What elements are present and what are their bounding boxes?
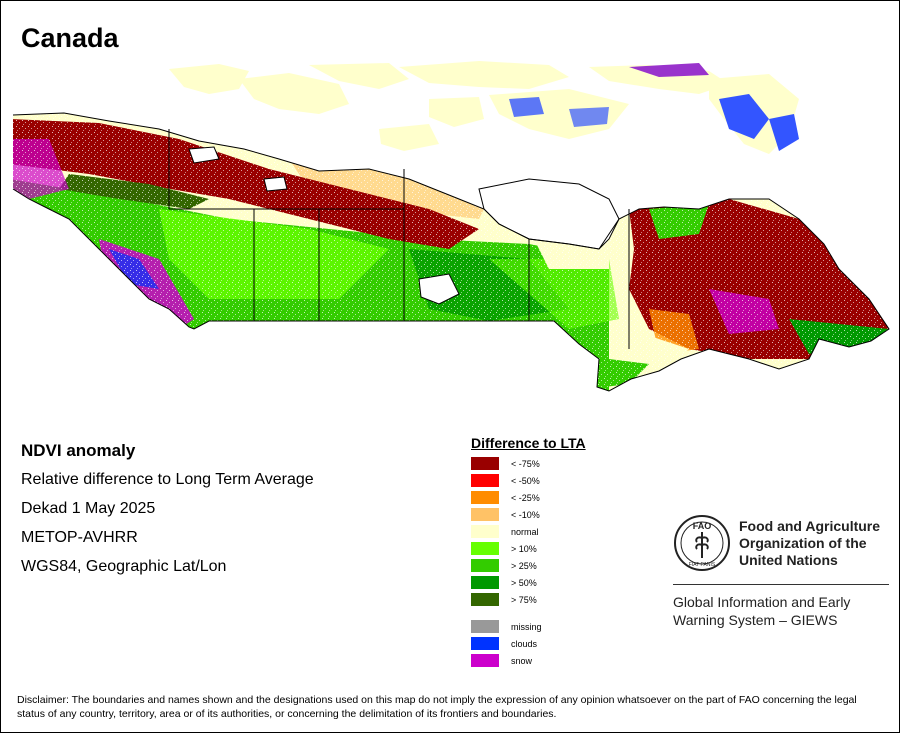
legend-item: < -10%	[471, 506, 586, 523]
giews-line-2: Warning System – GIEWS	[673, 612, 838, 628]
legend-swatch	[471, 491, 499, 504]
svg-text:FAO: FAO	[693, 521, 712, 531]
legend-item: > 10%	[471, 540, 586, 557]
great-lakes	[418, 273, 460, 305]
legend-swatch	[471, 525, 499, 538]
legend-label: missing	[511, 621, 542, 632]
info-line-projection: WGS84, Geographic Lat/Lon	[21, 558, 227, 575]
map-info: NDVI anomaly Relative difference to Long…	[21, 441, 314, 587]
fao-divider	[673, 584, 889, 585]
legend-label: > 75%	[511, 594, 537, 605]
legend-item: > 25%	[471, 557, 586, 574]
legend-swatch	[471, 542, 499, 555]
svg-text:FIAT PANIS: FIAT PANIS	[689, 562, 716, 568]
info-heading: NDVI anomaly	[21, 441, 136, 460]
legend-label: normal	[511, 526, 539, 537]
legend-item: < -50%	[471, 472, 586, 489]
legend-item: clouds	[471, 635, 586, 652]
legend-label: snow	[511, 655, 533, 666]
fao-name-line-2: Organization of the	[739, 534, 867, 551]
legend-label: > 10%	[511, 543, 537, 554]
legend-label: < -25%	[511, 492, 540, 503]
legend-item: missing	[471, 618, 586, 635]
legend-swatch	[471, 457, 499, 470]
legend-item: snow	[471, 652, 586, 669]
legend: Difference to LTA < -75% < -50% < -25% < -1…	[471, 435, 586, 669]
giews-line-1: Global Information and Early	[673, 594, 851, 610]
legend-title: Difference to LTA	[471, 435, 586, 451]
province-boundaries	[12, 112, 890, 392]
fao-name-line-1: Food and Agriculture	[739, 517, 881, 534]
legend-extra: missing clouds snow	[471, 618, 586, 669]
legend-swatch	[471, 576, 499, 589]
legend-label: > 50%	[511, 577, 537, 588]
legend-items: < -75% < -50% < -25% < -10% normal > 10% > 25%…	[471, 455, 586, 608]
info-line-dekad: Dekad 1 May 2025	[21, 500, 156, 517]
info-line-relative: Relative difference to Long Term Average	[21, 471, 314, 488]
fao-logo-icon: FAO FIAT PANIS	[674, 515, 730, 571]
fao-name-line-3: United Nations	[739, 551, 838, 568]
legend-item: < -75%	[471, 455, 586, 472]
legend-item: > 75%	[471, 591, 586, 608]
legend-swatch	[471, 620, 499, 633]
map-title: Canada	[21, 23, 119, 53]
info-line-sensor: METOP-AVHRR	[21, 529, 138, 546]
ndvi-map	[12, 61, 890, 392]
legend-swatch	[471, 508, 499, 521]
legend-label: > 25%	[511, 560, 537, 571]
legend-swatch	[471, 637, 499, 650]
legend-swatch	[471, 654, 499, 667]
legend-item: < -25%	[471, 489, 586, 506]
disclaimer: Disclaimer: The boundaries and names sho…	[17, 694, 857, 720]
legend-item: normal	[471, 523, 586, 540]
legend-swatch	[471, 474, 499, 487]
legend-item: > 50%	[471, 574, 586, 591]
legend-label: < -50%	[511, 475, 540, 486]
legend-label: < -10%	[511, 509, 540, 520]
arctic-islands	[169, 61, 799, 154]
legend-swatch	[471, 593, 499, 606]
legend-label: < -75%	[511, 458, 540, 469]
legend-swatch	[471, 559, 499, 572]
fao-block: FAO FIAT PANIS Food and Agriculture Orga…	[673, 514, 889, 629]
legend-label: clouds	[511, 638, 538, 649]
